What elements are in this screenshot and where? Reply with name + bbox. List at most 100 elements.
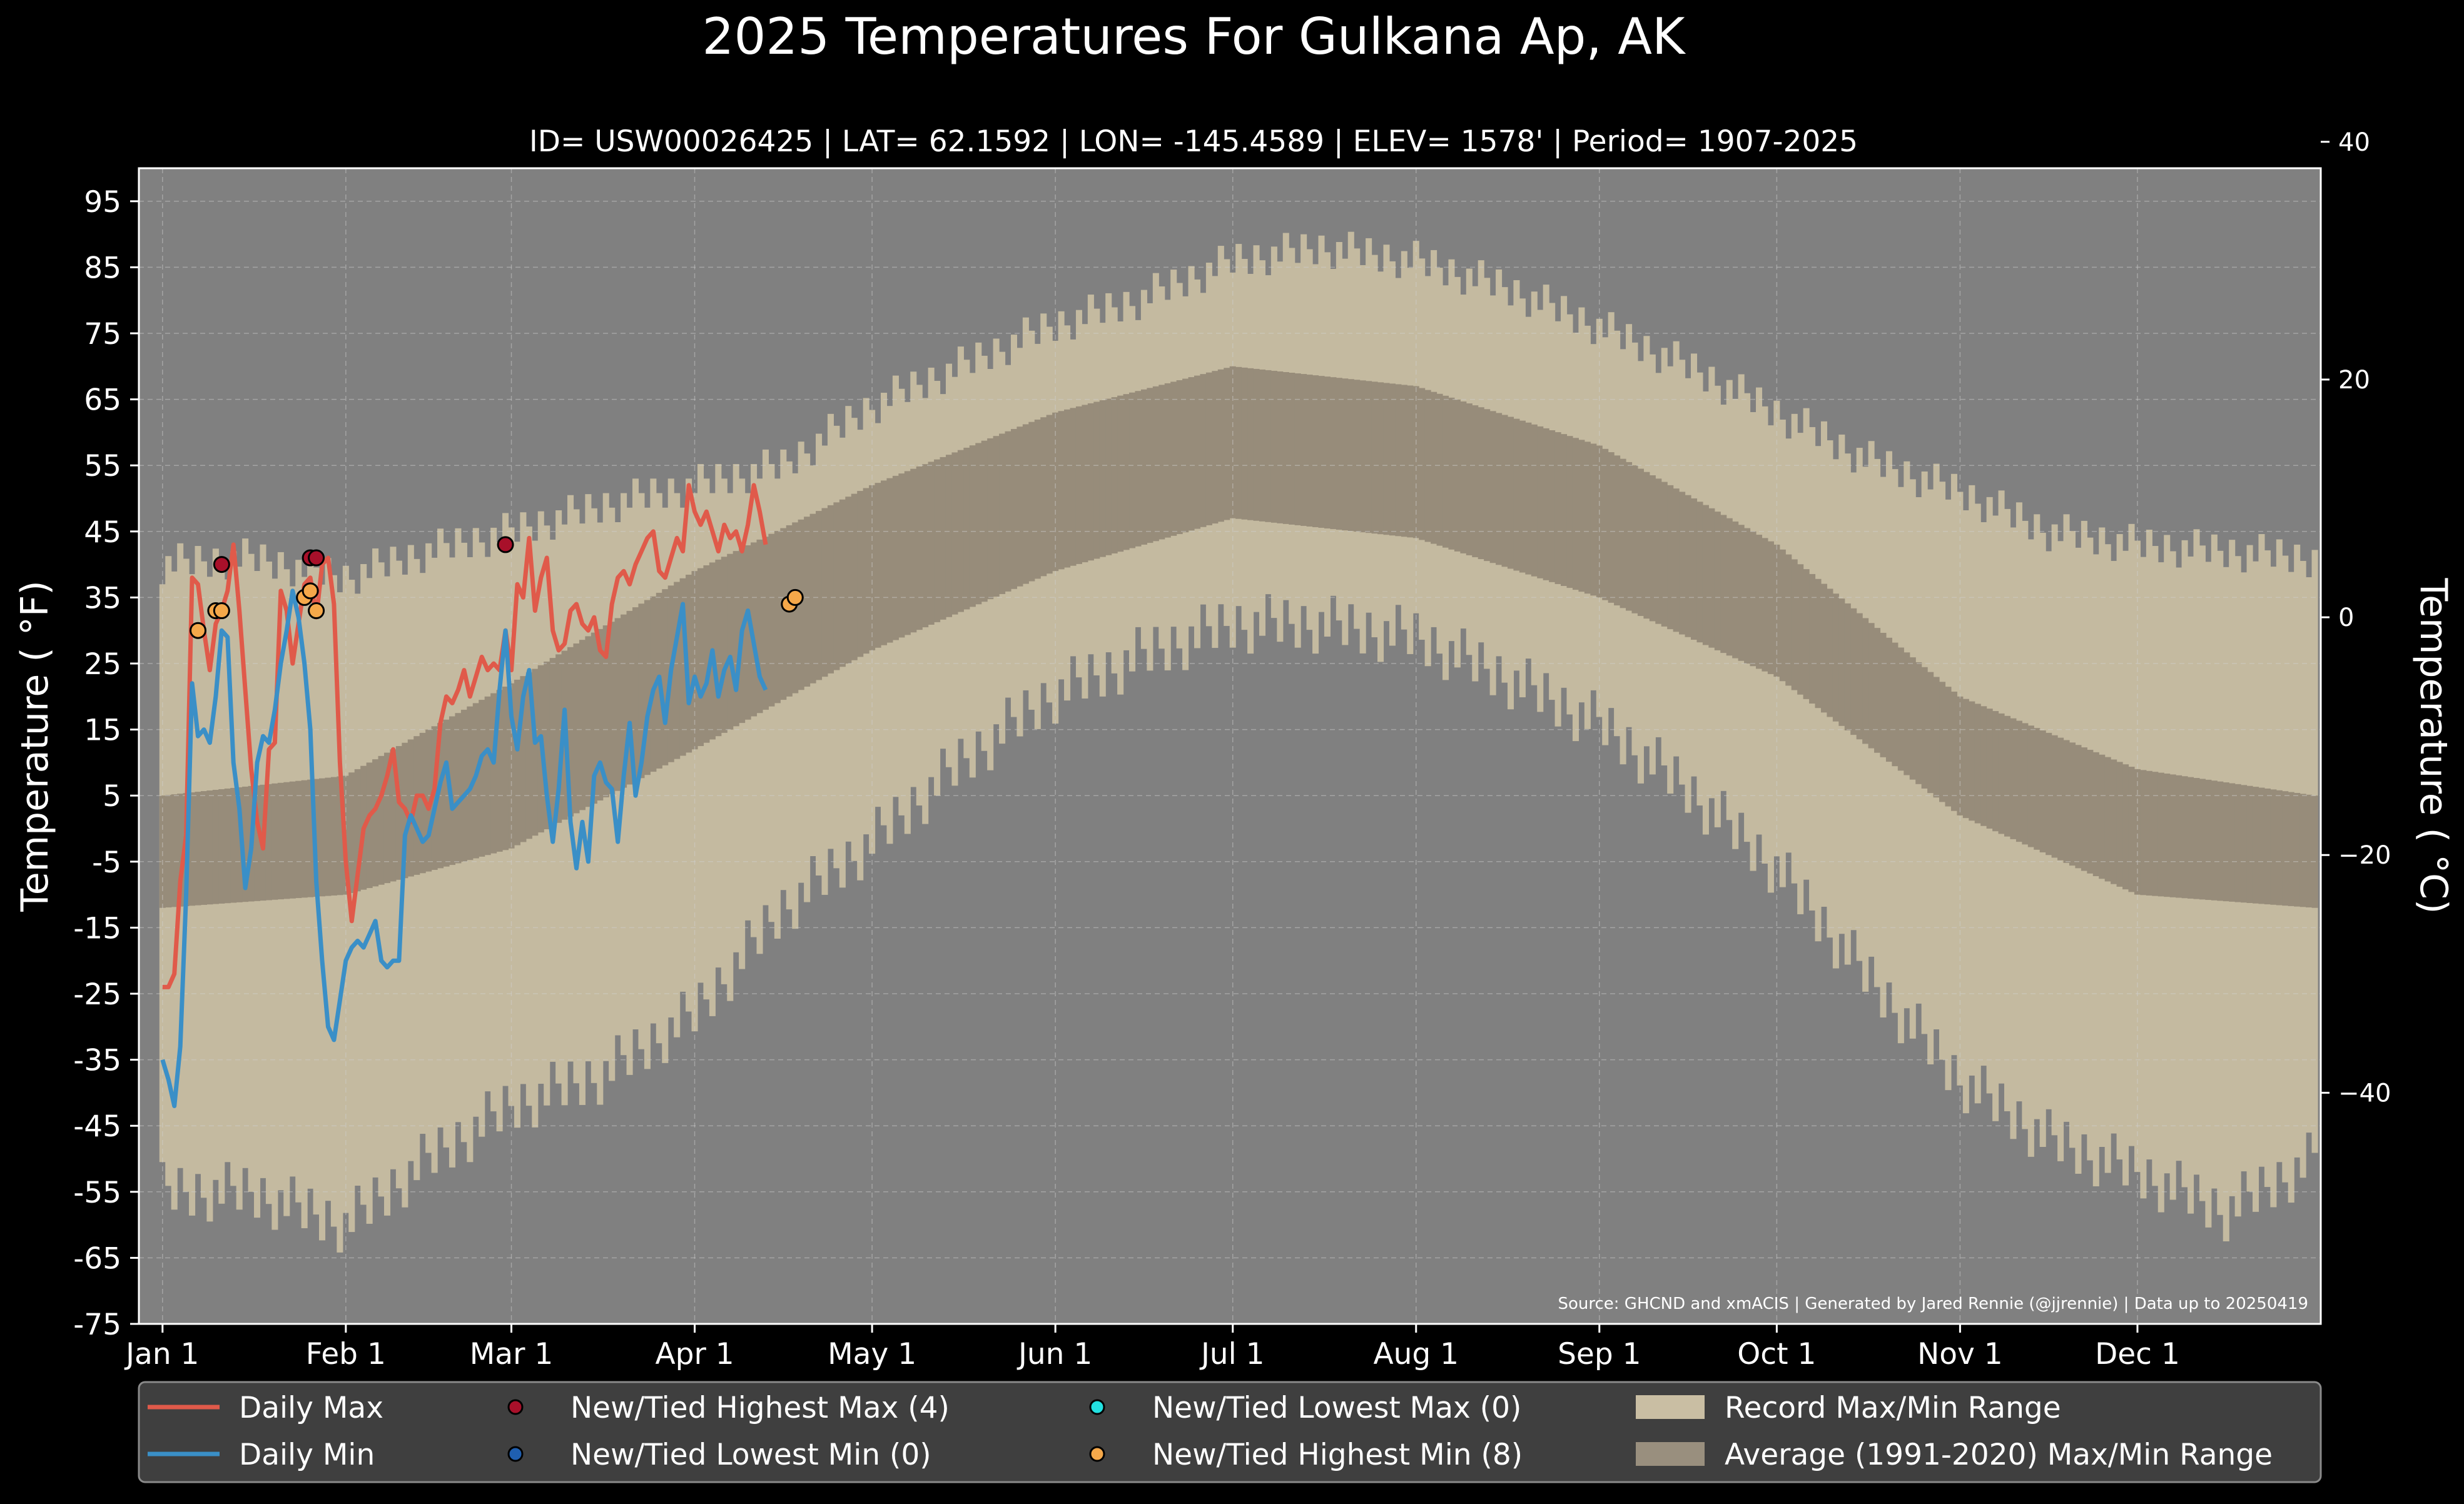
average-range-bar	[1927, 672, 1934, 794]
average-range-bar	[945, 455, 953, 617]
average-range-bar	[1277, 371, 1284, 523]
average-range-bar	[1395, 384, 1402, 537]
average-range-bar	[2051, 735, 2058, 858]
average-range-bar	[934, 459, 941, 622]
legend-swatch-marker	[1089, 1446, 1105, 1462]
average-range-bar	[1289, 373, 1295, 525]
x-tick-label: Nov 1	[1917, 1337, 2003, 1371]
record-range-bar	[383, 576, 391, 1216]
average-range-bar	[1904, 652, 1910, 775]
average-range-bar	[614, 618, 621, 791]
average-range-bar	[224, 788, 231, 904]
average-range-bar	[1950, 691, 1957, 811]
y-right-tick-label: −20	[2338, 841, 2391, 870]
average-range-bar	[449, 716, 456, 866]
average-range-bar	[2264, 788, 2271, 905]
y-tick-label: 95	[84, 185, 121, 220]
average-range-bar	[1253, 368, 1260, 521]
average-range-bar	[1111, 397, 1118, 553]
average-range-bar	[703, 565, 710, 743]
highest-min-marker	[302, 582, 319, 600]
average-range-bar	[502, 686, 509, 850]
average-range-bar	[1075, 406, 1082, 564]
average-range-bar	[1377, 382, 1384, 535]
average-range-bar	[337, 776, 343, 896]
average-range-bar	[957, 450, 964, 612]
average-range-bar	[1566, 436, 1573, 588]
average-range-bar	[1762, 538, 1768, 672]
legend-label: Average (1991-2020) Max/Min Range	[1725, 1438, 2273, 1472]
average-range-bar	[1614, 455, 1621, 606]
average-range-bar	[514, 679, 520, 845]
series-lines	[160, 483, 768, 1108]
average-range-bar	[1691, 498, 1698, 640]
average-range-bar	[715, 559, 722, 737]
average-range-bar	[407, 739, 414, 877]
average-range-bar	[2034, 728, 2041, 850]
average-range-bar	[1620, 458, 1626, 608]
average-range-bar	[875, 483, 881, 648]
average-range-bar	[1140, 389, 1147, 545]
average-range-bar	[1673, 488, 1680, 632]
average-range-bar	[508, 683, 515, 849]
average-range-bar	[165, 795, 172, 908]
y-tick-label: 15	[84, 714, 121, 748]
average-range-bar	[1028, 421, 1035, 582]
average-range-bar	[532, 669, 539, 836]
average-range-bar	[1744, 528, 1751, 664]
average-range-bar	[218, 789, 225, 904]
average-range-bar	[1631, 465, 1638, 613]
x-tick-label: Sep 1	[1558, 1337, 1641, 1371]
average-range-bar	[271, 783, 278, 900]
average-range-bar	[1064, 409, 1071, 568]
range-bands	[159, 231, 2318, 1253]
average-range-bar	[2199, 779, 2206, 900]
average-range-bar	[212, 790, 219, 904]
daily-min-line	[160, 588, 768, 1108]
average-range-bar	[1998, 713, 2005, 834]
average-range-bar	[1336, 378, 1342, 530]
y-right-tick-label: 0	[2338, 603, 2354, 632]
average-range-bar	[2122, 764, 2129, 890]
average-range-bar	[662, 589, 669, 765]
average-range-bar	[2311, 795, 2318, 908]
average-range-bar	[904, 471, 911, 635]
average-range-bar	[886, 478, 893, 643]
average-range-bar	[1915, 662, 1922, 784]
average-range-bar	[2169, 774, 2176, 897]
average-range-bar	[295, 780, 302, 899]
x-tick-label: Aug 1	[1373, 1337, 1459, 1371]
average-range-bar	[1478, 407, 1484, 560]
average-range-bar	[1176, 380, 1183, 535]
record-markers	[190, 536, 804, 639]
highest-min-marker	[213, 602, 230, 620]
legend-box	[138, 1381, 2322, 1483]
average-range-bar	[1637, 468, 1644, 616]
average-range-bar	[1496, 413, 1503, 565]
average-range-bar	[277, 782, 284, 900]
average-range-bar	[1484, 409, 1491, 562]
average-range-bar	[1454, 399, 1461, 552]
y-tick-label: -5	[92, 845, 121, 880]
record-range-bar	[337, 592, 343, 1253]
average-range-bar	[1554, 432, 1561, 584]
average-range-bar	[1584, 442, 1591, 594]
average-range-bar	[650, 596, 657, 772]
y-tick-label: 85	[84, 251, 121, 285]
x-tick-label: Jul 1	[1199, 1337, 1265, 1371]
average-range-bar	[1466, 403, 1473, 555]
average-range-bar	[1590, 443, 1597, 596]
average-range-bar	[816, 511, 823, 680]
average-range-bar	[1205, 372, 1212, 525]
highest-max-marker	[213, 556, 230, 573]
average-range-bar	[674, 582, 681, 759]
average-range-bar	[922, 464, 929, 628]
average-range-bar	[1862, 618, 1869, 744]
average-range-bar	[951, 452, 958, 615]
legend-label: New/Tied Highest Max (4)	[570, 1391, 950, 1425]
average-range-bar	[1608, 452, 1615, 603]
y-tick-label: 35	[84, 581, 121, 615]
average-range-bar	[159, 795, 166, 908]
average-range-bar	[609, 622, 616, 794]
record-range-bar	[774, 478, 781, 939]
